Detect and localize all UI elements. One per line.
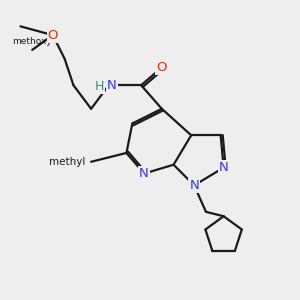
Text: H: H [95,80,104,93]
Text: N: N [219,161,229,174]
Text: O: O [48,29,58,42]
Text: N: N [107,79,117,92]
Text: methoxy: methoxy [12,38,52,46]
Text: O: O [157,61,167,74]
Text: methyl: methyl [50,157,86,167]
Text: O: O [48,29,58,42]
Text: N: N [189,179,199,192]
Text: N: N [139,167,149,180]
